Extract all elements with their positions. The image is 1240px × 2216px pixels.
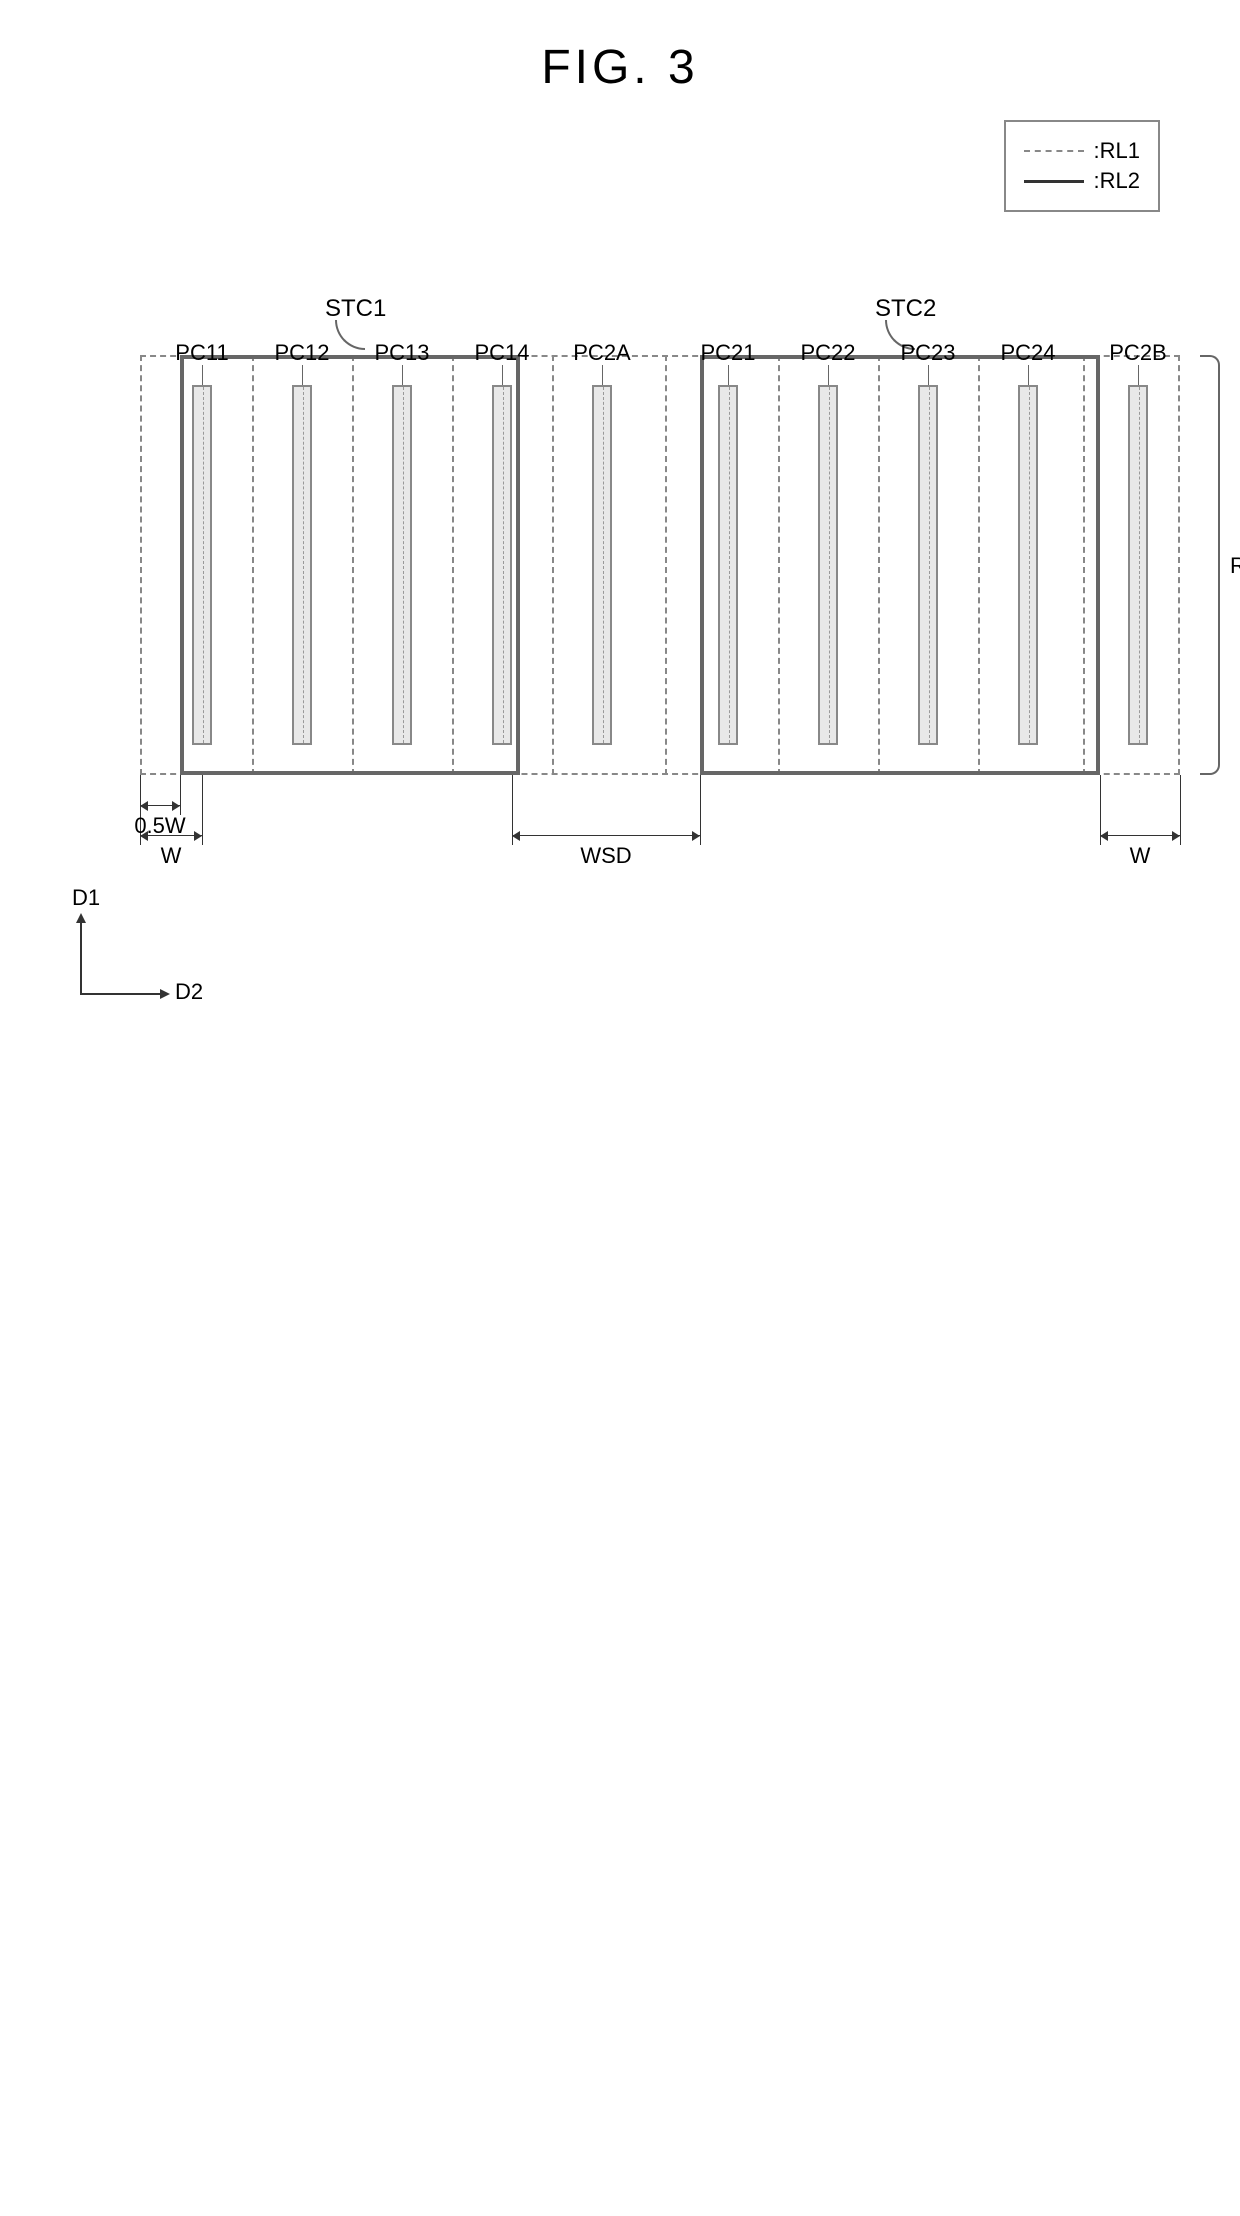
dim-tick — [180, 775, 181, 815]
legend-row-rl1: :RL1 — [1024, 138, 1140, 164]
legend-line-rl1 — [1024, 150, 1084, 152]
dim-label-w-right: W — [1130, 843, 1151, 869]
pc-bar-pc13 — [392, 385, 412, 745]
pc-bar-pc11 — [192, 385, 212, 745]
pc-label-pc2b: PC2B — [1109, 340, 1166, 366]
stc2-label: STC2 — [875, 295, 936, 323]
dim-line-half-w — [140, 805, 180, 806]
dim-label-half-w: 0.5W — [134, 813, 185, 839]
axis-d2-arrow — [160, 989, 170, 999]
pc-bar-pc23 — [918, 385, 938, 745]
dim-tick — [202, 775, 203, 845]
pc-label-pc23: PC23 — [900, 340, 955, 366]
pc-bar-pc12 — [292, 385, 312, 745]
axis-d2-label: D2 — [175, 979, 203, 1005]
pc-bar-pc21 — [718, 385, 738, 745]
pc-label-pc13: PC13 — [374, 340, 429, 366]
pc-label-pc14: PC14 — [474, 340, 529, 366]
axis-d2-line — [80, 993, 160, 995]
stc1-box — [180, 355, 520, 775]
pc-bar-pc2a — [592, 385, 612, 745]
stc1-leader — [335, 320, 365, 350]
rl1-line — [552, 355, 554, 775]
dim-label-wsd: WSD — [580, 843, 631, 869]
dim-tick — [700, 775, 701, 845]
axis-d1-line — [80, 915, 82, 995]
stc1-label: STC1 — [325, 295, 386, 323]
pc-bar-pc24 — [1018, 385, 1038, 745]
pc-label-pc12: PC12 — [274, 340, 329, 366]
diagram: STC1 STC2 PC11 PC12 PC13 PC14 PC2A PC21 PC22 PC23… — [140, 275, 1180, 915]
diagram-wrap: STC1 STC2 PC11 PC12 PC13 PC14 PC2A PC21 PC22 PC23… — [140, 275, 1200, 915]
pc-label-pc24: PC24 — [1000, 340, 1055, 366]
r1-label: R1 — [1230, 553, 1240, 579]
stc2-box — [700, 355, 1100, 775]
dim-line-w-right — [1100, 835, 1180, 836]
rl1-line — [665, 355, 667, 775]
pc-bar-pc14 — [492, 385, 512, 745]
legend-label-rl1: :RL1 — [1094, 138, 1140, 164]
pc-bar-pc22 — [818, 385, 838, 745]
legend-row-rl2: :RL2 — [1024, 168, 1140, 194]
axis-d1-arrow — [76, 913, 86, 923]
dim-line-wsd — [512, 835, 700, 836]
legend-label-rl2: :RL2 — [1094, 168, 1140, 194]
pc-label-pc22: PC22 — [800, 340, 855, 366]
dim-tick — [1180, 775, 1181, 845]
axis-d1-label: D1 — [72, 885, 100, 911]
figure-title: FIG. 3 — [40, 40, 1200, 95]
legend-line-rl2 — [1024, 180, 1084, 183]
pc-label-pc21: PC21 — [700, 340, 755, 366]
pc-bar-pc2b — [1128, 385, 1148, 745]
r1-brace — [1200, 355, 1220, 775]
legend: :RL1 :RL2 — [1004, 120, 1160, 212]
pc-label-pc11: PC11 — [175, 340, 228, 366]
dim-label-w-left: W — [161, 843, 182, 869]
pc-label-pc2a: PC2A — [573, 340, 630, 366]
